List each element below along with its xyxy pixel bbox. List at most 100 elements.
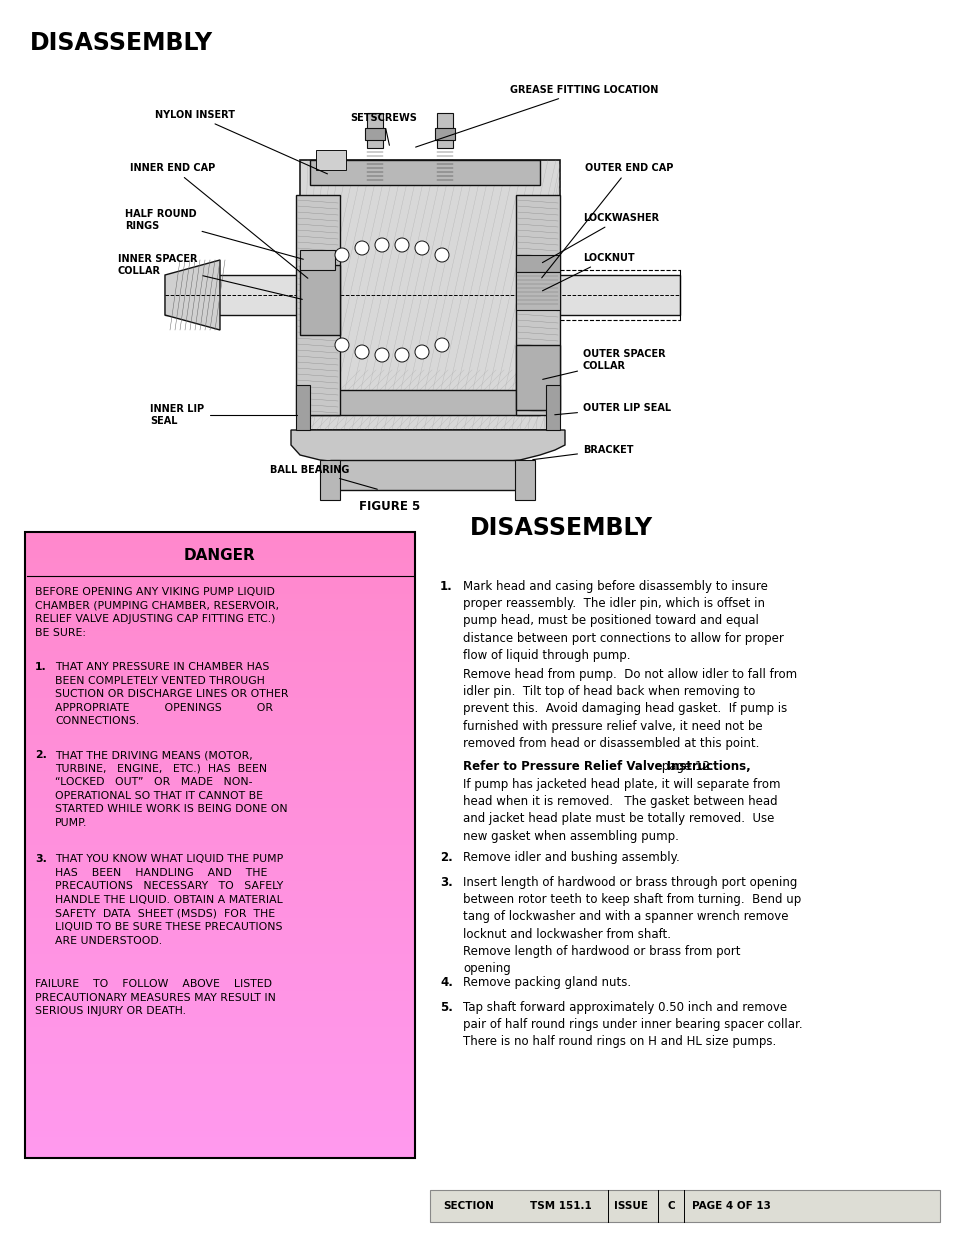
- Text: Remove head from pump.  Do not allow idler to fall from
idler pin.  Tilt top of : Remove head from pump. Do not allow idle…: [462, 668, 797, 750]
- Bar: [25, 965, 415, 971]
- Bar: [25, 934, 415, 939]
- Bar: [25, 913, 415, 918]
- Text: BALL BEARING: BALL BEARING: [270, 466, 377, 489]
- Bar: [25, 547, 415, 553]
- Bar: [25, 532, 415, 1158]
- Bar: [25, 563, 415, 568]
- Bar: [25, 871, 415, 877]
- Bar: [25, 704, 415, 709]
- Bar: [25, 735, 415, 741]
- Bar: [25, 918, 415, 924]
- Circle shape: [355, 241, 369, 254]
- Polygon shape: [165, 261, 220, 330]
- Bar: [25, 678, 415, 683]
- Bar: [25, 751, 415, 756]
- Bar: [25, 610, 415, 615]
- Bar: [25, 1147, 415, 1152]
- Bar: [25, 1131, 415, 1137]
- Text: OUTER END CAP: OUTER END CAP: [541, 163, 673, 278]
- Bar: [25, 537, 415, 542]
- Bar: [25, 1126, 415, 1132]
- Bar: [25, 636, 415, 641]
- Text: 1.: 1.: [35, 662, 47, 672]
- Text: 4.: 4.: [439, 976, 453, 989]
- Bar: [319, 459, 339, 500]
- Bar: [330, 459, 524, 490]
- Bar: [25, 845, 415, 850]
- Bar: [25, 969, 415, 976]
- Bar: [365, 128, 385, 140]
- Text: DANGER: DANGER: [184, 548, 255, 563]
- Bar: [25, 746, 415, 751]
- Bar: [516, 345, 559, 410]
- Text: 2.: 2.: [35, 750, 47, 760]
- Bar: [25, 897, 415, 903]
- Text: Insert length of hardwood or brass through port opening
between rotor teeth to k: Insert length of hardwood or brass throu…: [462, 876, 801, 974]
- Bar: [25, 1105, 415, 1112]
- Bar: [25, 657, 415, 662]
- Bar: [25, 803, 415, 809]
- Bar: [25, 615, 415, 621]
- Bar: [25, 1028, 415, 1032]
- Bar: [310, 390, 539, 415]
- Text: SETSCREWS: SETSCREWS: [350, 112, 416, 146]
- Bar: [25, 860, 415, 866]
- Bar: [25, 1021, 415, 1028]
- Bar: [25, 1121, 415, 1126]
- Bar: [25, 906, 415, 913]
- Circle shape: [435, 248, 449, 262]
- Bar: [25, 688, 415, 694]
- Bar: [25, 641, 415, 647]
- Bar: [545, 385, 559, 430]
- Bar: [310, 161, 539, 185]
- Text: C: C: [667, 1200, 675, 1212]
- Bar: [25, 1115, 415, 1121]
- Bar: [25, 1058, 415, 1065]
- Bar: [367, 112, 382, 148]
- Circle shape: [415, 345, 429, 359]
- Bar: [25, 927, 415, 934]
- Text: HALF ROUND
RINGS: HALF ROUND RINGS: [125, 209, 303, 259]
- Text: NYLON INSERT: NYLON INSERT: [154, 110, 327, 174]
- Bar: [25, 960, 415, 965]
- Bar: [25, 986, 415, 990]
- Bar: [25, 1053, 415, 1058]
- Bar: [25, 725, 415, 730]
- Text: Remove idler and bushing assembly.: Remove idler and bushing assembly.: [462, 851, 679, 864]
- Bar: [25, 819, 415, 824]
- Bar: [25, 1136, 415, 1142]
- Text: INNER LIP
SEAL: INNER LIP SEAL: [150, 404, 297, 426]
- Text: 5.: 5.: [439, 1002, 453, 1014]
- Text: INNER SPACER
COLLAR: INNER SPACER COLLAR: [118, 254, 302, 299]
- Text: ISSUE: ISSUE: [614, 1200, 647, 1212]
- Bar: [25, 542, 415, 547]
- Text: LOCKWASHER: LOCKWASHER: [542, 212, 659, 263]
- Bar: [25, 714, 415, 720]
- Bar: [25, 557, 415, 563]
- Bar: [25, 777, 415, 783]
- Bar: [435, 128, 455, 140]
- Bar: [25, 981, 415, 986]
- Bar: [25, 1011, 415, 1018]
- Bar: [25, 1074, 415, 1079]
- Bar: [25, 834, 415, 840]
- Bar: [299, 161, 559, 430]
- Bar: [25, 552, 415, 558]
- Text: LOCKNUT: LOCKNUT: [542, 253, 634, 290]
- Bar: [295, 385, 310, 430]
- Bar: [25, 672, 415, 678]
- Circle shape: [335, 248, 349, 262]
- Bar: [25, 829, 415, 835]
- Bar: [25, 1007, 415, 1011]
- Text: THAT ANY PRESSURE IN CHAMBER HAS
BEEN COMPLETELY VENTED THROUGH
SUCTION OR DISCH: THAT ANY PRESSURE IN CHAMBER HAS BEEN CO…: [55, 662, 288, 726]
- Text: PAGE 4 OF 13: PAGE 4 OF 13: [691, 1200, 770, 1212]
- Bar: [25, 902, 415, 908]
- Bar: [25, 1079, 415, 1086]
- Bar: [25, 944, 415, 950]
- Bar: [25, 1037, 415, 1044]
- Bar: [25, 589, 415, 594]
- Text: FIGURE 5: FIGURE 5: [359, 499, 420, 513]
- Bar: [25, 850, 415, 856]
- Bar: [25, 840, 415, 845]
- Circle shape: [395, 348, 409, 362]
